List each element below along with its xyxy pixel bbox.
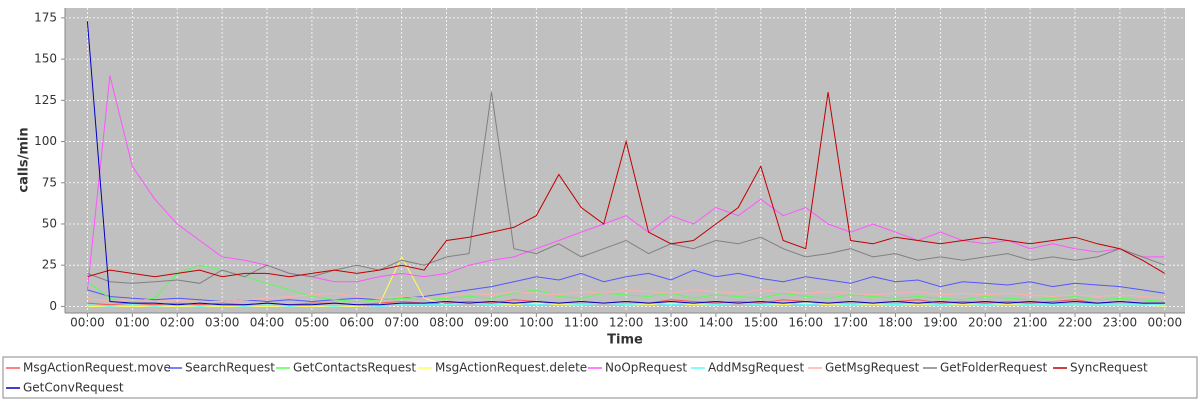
y-tick-label: 50 [42,216,57,230]
x-tick-label: 11:00 [564,316,599,330]
series-line [87,302,1165,307]
series-line [87,92,1166,278]
legend-label: NoOpRequest [605,361,687,375]
x-tick-label: 09:00 [474,316,509,330]
x-tick-label: 00:00 [1148,316,1183,330]
legend-label: AddMsgRequest [708,361,804,375]
x-tick-label: 19:00 [923,316,958,330]
plot-area [65,8,1185,313]
y-axis-label: calls/min [17,127,32,192]
legend-label: SearchRequest [185,361,275,375]
y-tick-label: 175 [34,10,57,24]
x-tick-label: 22:00 [1058,316,1093,330]
x-tick-label: 20:00 [968,316,1003,330]
series-line [87,269,1165,303]
legend-label: MsgActionRequest.move [23,361,171,375]
x-tick-label: 14:00 [699,316,734,330]
y-tick-label: 125 [34,93,57,107]
x-tick-label: 10:00 [519,316,554,330]
y-tick-label: 100 [34,134,57,148]
x-tick-label: 05:00 [295,316,330,330]
x-tick-label: 00:00 [70,316,105,330]
y-tick-label: 150 [34,52,57,66]
y-tick-label: 0 [49,299,57,313]
legend-label: GetContactsRequest [293,361,416,375]
x-tick-label: 13:00 [654,316,689,330]
x-tick-label: 03:00 [205,316,240,330]
x-tick-label: 15:00 [743,316,778,330]
legend-label: MsgActionRequest.delete [435,361,587,375]
x-tick-label: 02:00 [160,316,195,330]
series-line [87,289,1165,303]
x-tick-label: 23:00 [1103,316,1138,330]
legend-label: GetFolderRequest [940,361,1048,375]
x-axis-label: Time [607,333,643,348]
series-line [87,264,1165,303]
x-tick-label: 07:00 [384,316,419,330]
x-tick-label: 04:00 [250,316,285,330]
y-tick-label: 75 [42,175,57,189]
legend-label: GetConvRequest [23,381,124,395]
x-tick-label: 18:00 [878,316,913,330]
x-tick-label: 12:00 [609,316,644,330]
x-tick-label: 17:00 [833,316,868,330]
x-tick-label: 06:00 [339,316,374,330]
x-tick-label: 21:00 [1013,316,1048,330]
x-tick-label: 01:00 [115,316,150,330]
x-tick-label: 08:00 [429,316,464,330]
x-tick-label: 16:00 [788,316,823,330]
legend-label: SyncRequest [1070,361,1148,375]
legend-label: GetMsgRequest [825,361,920,375]
legend-box [2,356,1198,399]
y-tick-label: 25 [42,258,57,272]
series-line [87,92,1165,284]
series-line [86,21,1165,306]
